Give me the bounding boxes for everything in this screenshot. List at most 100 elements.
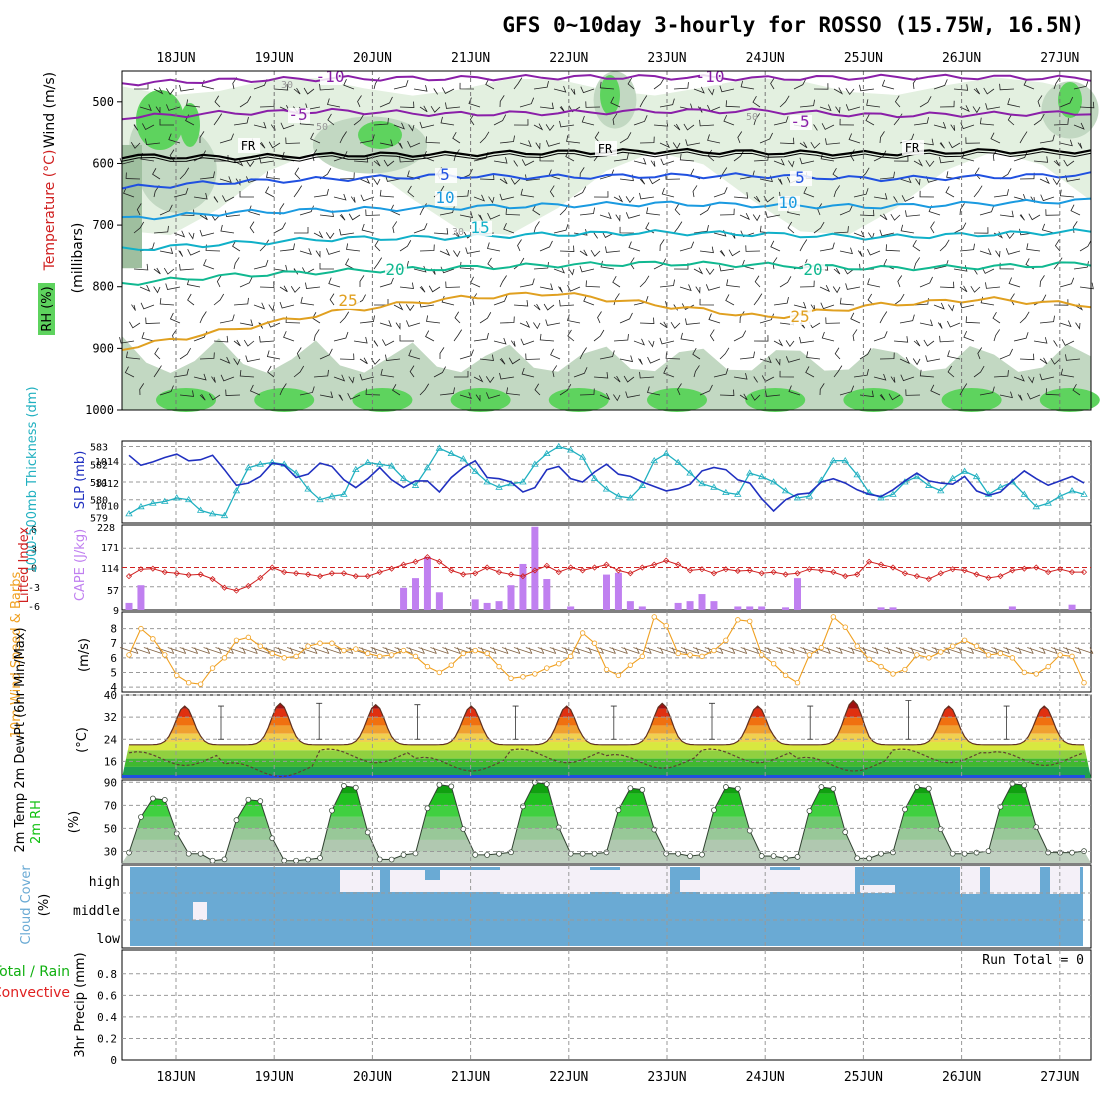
wind-barb (599, 392, 611, 400)
wind-barb (725, 100, 741, 108)
wind-barb (1005, 248, 1021, 255)
dewpoint-line (128, 748, 1085, 778)
wind-barb (899, 314, 915, 324)
wind-barb (625, 196, 635, 204)
rh-surface-humid (254, 388, 315, 412)
rh2m-point (173, 830, 180, 837)
wind-barb (893, 293, 905, 306)
wind-barb (139, 383, 145, 396)
rh2m-point (711, 807, 717, 814)
wind-speed-point (257, 643, 264, 649)
wind-speed-point (412, 653, 419, 660)
upper-air-axes: 500 600 700 800 900 1000 (85, 71, 1061, 417)
wind-speed-point (902, 666, 908, 673)
wind-barb (319, 348, 333, 360)
wind-speed-point (1069, 653, 1075, 660)
wind-barb (259, 142, 266, 149)
thickness-point (972, 472, 981, 480)
lifted-index-point (710, 570, 718, 577)
wind-barb (479, 173, 495, 181)
wind-barb (385, 354, 401, 361)
temp-minmax-bar (218, 705, 224, 740)
rh2m-point (138, 814, 144, 820)
wind-barb (413, 223, 428, 234)
rh2m-point (961, 850, 968, 857)
wind-barb (893, 113, 903, 126)
wind-barb (299, 205, 314, 216)
lifted-tick-label: 3 (31, 544, 37, 555)
wind-barb (520, 338, 535, 346)
wind10m-panel: 4 56 78 (110, 611, 1094, 694)
wind-barb (1054, 239, 1061, 252)
wind-barb (999, 348, 1013, 360)
wind-barb (339, 172, 355, 180)
wind-barb (839, 385, 855, 396)
thickness-point (889, 490, 897, 497)
cape-bar (758, 606, 766, 610)
wind-barb (199, 393, 206, 401)
thickness-point (208, 510, 217, 517)
lifted-index-point (579, 567, 586, 574)
wind-barb (788, 385, 801, 396)
wind-barb (145, 317, 161, 325)
wind-barb (615, 214, 621, 222)
wind-barb (1065, 354, 1081, 361)
wind-barb (693, 224, 709, 234)
wind-barb (513, 300, 529, 307)
wind-barb (813, 221, 825, 234)
wind-barb (1073, 80, 1089, 90)
rh2m-point (830, 785, 837, 792)
lifted-index-point (1057, 566, 1064, 573)
lifted-tick-label: -3 (28, 583, 40, 594)
wind-barb (913, 339, 921, 347)
wind-barb (673, 304, 678, 311)
contour-label: -5 (790, 112, 809, 131)
wind-barb (733, 330, 747, 342)
wind-barb (639, 275, 650, 288)
wind-barb (939, 281, 955, 289)
wind-barb (919, 369, 935, 378)
lifted-index-point (412, 558, 419, 565)
wind-barb (833, 226, 849, 234)
wind-barb (873, 331, 888, 342)
wind-barb (373, 178, 381, 186)
wind-barb (843, 267, 855, 275)
wind-barb (820, 302, 835, 310)
rh2m-point (245, 796, 252, 803)
wind-barb (453, 189, 469, 198)
contour-label: 25 (338, 291, 357, 310)
thickness-point (495, 483, 503, 490)
wind-barb (327, 98, 341, 108)
wind-barb (521, 159, 535, 166)
rh2m-point (746, 827, 753, 834)
wind-barb (599, 81, 615, 90)
rh-axis-label: RH (%) (40, 286, 55, 331)
temp-band (122, 742, 1091, 751)
lifted-index-point (746, 567, 753, 574)
rh2m-panel: 30 50 70 90 (104, 776, 1092, 864)
wind-barb (813, 124, 818, 131)
wind-barb (709, 329, 715, 342)
date-label-top: 19JUN (255, 51, 294, 66)
contour-label: 50 (316, 122, 328, 133)
wind-barb (901, 195, 915, 202)
rh2m-point (770, 853, 777, 859)
wind-barb (293, 87, 301, 95)
temperature-axis-label: Temperature (°C) (42, 150, 58, 272)
wind-speed-point (245, 634, 252, 641)
thickness-point (256, 460, 265, 467)
lifted-index-point (472, 570, 479, 577)
wind-barb (1073, 261, 1089, 270)
thickness-point (1020, 490, 1029, 497)
wind-barb (867, 278, 881, 288)
wind-barb (713, 187, 728, 198)
wind-barb (239, 96, 252, 108)
wind-barb (267, 365, 275, 378)
lifted-index-point (794, 570, 801, 577)
wind-barb (213, 113, 223, 126)
rh2m-point (591, 850, 598, 857)
cape-bar (125, 602, 133, 610)
cape-bar (794, 578, 801, 610)
wind-barb (638, 358, 643, 365)
